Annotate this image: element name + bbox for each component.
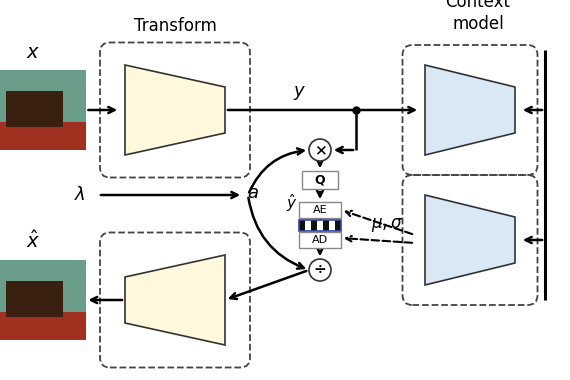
FancyBboxPatch shape: [0, 260, 86, 340]
Text: ×: ×: [314, 143, 327, 157]
FancyBboxPatch shape: [305, 220, 311, 231]
FancyBboxPatch shape: [323, 220, 329, 231]
FancyBboxPatch shape: [299, 232, 341, 248]
FancyBboxPatch shape: [0, 312, 86, 340]
Text: $\hat{y}$: $\hat{y}$: [286, 192, 298, 214]
Text: AE: AE: [313, 205, 327, 215]
Text: $x$: $x$: [26, 44, 40, 62]
Text: AD: AD: [312, 235, 328, 245]
Text: Q: Q: [315, 174, 325, 187]
FancyBboxPatch shape: [6, 281, 63, 317]
FancyBboxPatch shape: [335, 220, 341, 231]
FancyBboxPatch shape: [329, 220, 335, 231]
Text: $\hat{x}$: $\hat{x}$: [26, 230, 40, 252]
Text: $\mu, \sigma$: $\mu, \sigma$: [370, 216, 403, 234]
Text: Context
model: Context model: [446, 0, 511, 33]
Polygon shape: [125, 255, 225, 345]
FancyBboxPatch shape: [311, 220, 317, 231]
Circle shape: [309, 259, 331, 281]
Text: $y$: $y$: [294, 84, 307, 102]
Polygon shape: [425, 65, 515, 155]
FancyBboxPatch shape: [302, 171, 338, 189]
Text: $\lambda$: $\lambda$: [74, 186, 86, 204]
Text: $a$: $a$: [247, 184, 259, 202]
Text: Transform: Transform: [133, 17, 217, 35]
FancyBboxPatch shape: [0, 122, 86, 150]
FancyBboxPatch shape: [299, 202, 341, 218]
FancyBboxPatch shape: [6, 91, 63, 127]
Polygon shape: [125, 65, 225, 155]
FancyBboxPatch shape: [299, 220, 305, 231]
Circle shape: [309, 139, 331, 161]
FancyBboxPatch shape: [317, 220, 323, 231]
Text: ÷: ÷: [314, 263, 327, 277]
Polygon shape: [425, 195, 515, 285]
FancyBboxPatch shape: [0, 70, 86, 150]
